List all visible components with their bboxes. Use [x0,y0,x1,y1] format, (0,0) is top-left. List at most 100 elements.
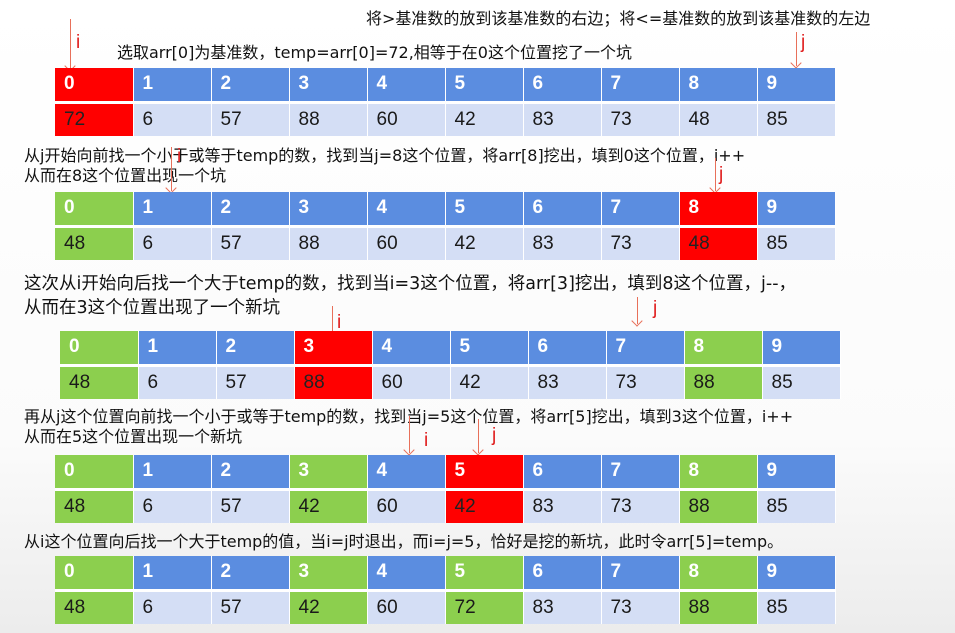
value-cell-3: 42 [289,489,368,523]
index-cell-3: 3 [289,192,368,228]
index-cell-3: 3 [294,331,373,367]
index-cell-2: 2 [211,455,290,491]
index-cell-4: 4 [367,192,446,228]
value-cell-5: 42 [445,226,524,260]
value-cell-2: 57 [216,365,295,399]
index-cell-1: 1 [133,68,212,104]
value-cell-9: 85 [762,365,841,399]
value-cell-0: 48 [55,489,134,523]
value-cell-0: 48 [60,365,139,399]
index-cell-3: 3 [289,455,368,491]
value-cell-6: 83 [523,489,602,523]
value-cell-0: 72 [55,102,134,136]
i-arrow-4 [409,416,410,453]
value-row: 72 6 57 88 60 42 83 73 48 85 [55,102,836,136]
i-label-4: i [424,430,429,451]
index-cell-1: 1 [133,192,212,228]
value-cell-1: 6 [133,102,212,136]
i-arrow-1 [70,19,71,69]
value-cell-9: 85 [757,102,836,136]
value-cell-4: 60 [367,102,446,136]
value-cell-1: 6 [133,590,212,624]
value-cell-9: 85 [757,489,836,523]
value-cell-7: 73 [601,102,680,136]
value-cell-2: 57 [211,489,290,523]
value-cell-9: 85 [757,226,836,260]
value-cell-7: 73 [606,365,685,399]
rule-text: 将>基准数的放到该基准数的右边；将<=基准数的放到该基准数的左边 [366,9,871,28]
j-arrow-3 [637,297,638,324]
value-cell-8: 88 [679,590,758,624]
j-label-2: j [719,164,724,185]
i-label-2: i [177,146,182,167]
value-cell-1: 6 [133,489,212,523]
index-cell-8: 8 [679,556,758,592]
index-cell-5: 5 [445,455,524,491]
index-cell-5: 5 [450,331,529,367]
value-cell-3: 42 [289,590,368,624]
index-cell-7: 7 [606,331,685,367]
value-row: 48 6 57 42 60 42 83 73 88 85 [55,489,836,523]
i-arrow-2 [171,147,172,191]
index-cell-4: 4 [367,556,446,592]
value-cell-5: 42 [445,489,524,523]
index-cell-3: 3 [289,556,368,592]
value-row: 48 6 57 42 60 72 83 73 88 85 [55,590,836,624]
value-cell-2: 57 [211,590,290,624]
value-cell-3: 88 [289,226,368,260]
index-cell-7: 7 [601,68,680,104]
value-cell-4: 60 [367,489,446,523]
i-label-1: i [76,32,81,53]
index-cell-5: 5 [445,68,524,104]
value-cell-3: 88 [294,365,373,399]
index-cell-4: 4 [367,68,446,104]
value-cell-4: 60 [367,226,446,260]
value-cell-7: 73 [601,489,680,523]
value-cell-9: 85 [757,590,836,624]
index-cell-9: 9 [757,556,836,592]
value-cell-2: 57 [211,102,290,136]
index-cell-6: 6 [523,455,602,491]
j-label-3: j [653,298,658,319]
index-cell-9: 9 [757,68,836,104]
index-cell-7: 7 [601,192,680,228]
value-cell-4: 60 [372,365,451,399]
index-cell-4: 4 [367,455,446,491]
index-cell-9: 9 [762,331,841,367]
value-cell-6: 83 [523,102,602,136]
index-cell-8: 8 [679,68,758,104]
index-cell-1: 1 [138,331,217,367]
index-cell-7: 7 [601,455,680,491]
j-label-1: j [801,32,806,53]
index-cell-2: 2 [211,68,290,104]
index-cell-0: 0 [55,455,134,491]
index-cell-0: 0 [55,68,134,104]
i-arrow-3 [332,306,333,336]
step1-text: 选取arr[0]为基准数，temp=arr[0]=72,相等于在0这个位置挖了一… [117,43,632,62]
index-cell-1: 1 [133,556,212,592]
step3-text-line1: 这次从i开始向后找一个大于temp的数，找到当i=3这个位置，将arr[3]挖出… [24,274,797,294]
value-cell-8: 88 [679,489,758,523]
index-cell-5: 5 [445,192,524,228]
index-cell-8: 8 [679,192,758,228]
index-cell-7: 7 [601,556,680,592]
value-cell-8: 48 [679,102,758,136]
index-cell-9: 9 [757,192,836,228]
index-cell-3: 3 [289,68,368,104]
index-cell-2: 2 [216,331,295,367]
index-cell-8: 8 [684,331,763,367]
value-cell-6: 83 [528,365,607,399]
value-cell-6: 83 [523,226,602,260]
step5-text: 从i这个位置向后找一个大于temp的值，当i=j时退出，而i=j=5，恰好是挖的… [24,532,784,551]
step4-text-line2: 从而在5这个位置出现一个新坑 [24,427,243,446]
step2-text-line2: 从而在8这个位置出现一个坑 [24,166,227,185]
index-cell-6: 6 [523,192,602,228]
